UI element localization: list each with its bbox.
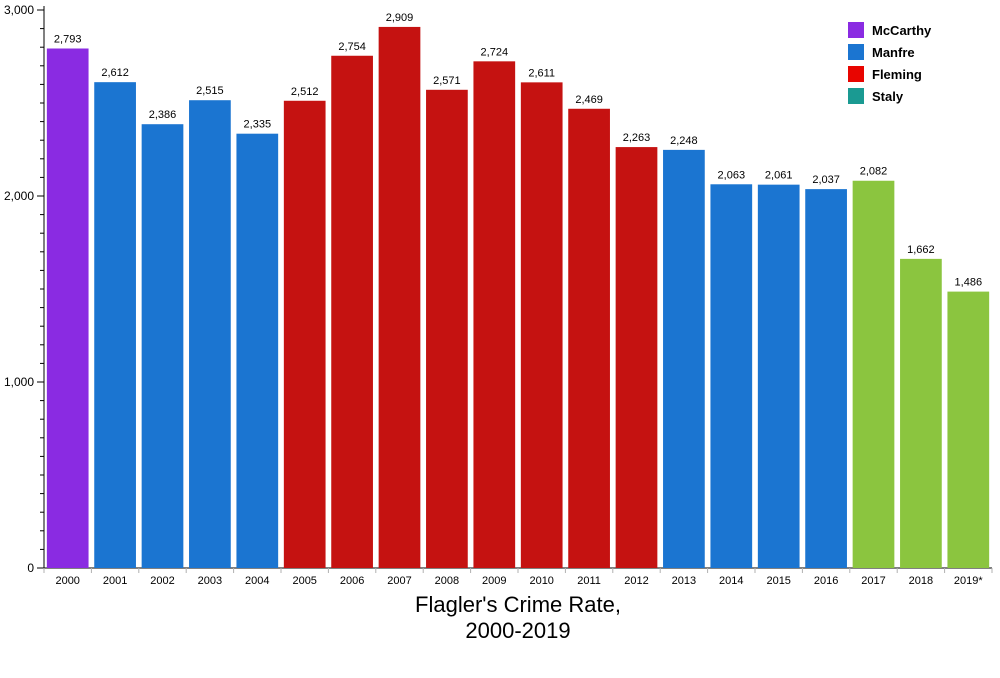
x-tick-label: 2010 <box>529 575 553 587</box>
bar-value-label: 2,037 <box>812 174 840 186</box>
y-tick-label: 2,000 <box>4 189 34 203</box>
bar-value-label: 2,611 <box>528 67 555 79</box>
bar-2007 <box>379 27 421 568</box>
bar-value-label: 2,909 <box>386 12 414 24</box>
x-tick-label: 2005 <box>292 575 316 587</box>
bar-2017 <box>853 181 895 568</box>
bar-value-label: 2,063 <box>718 169 746 181</box>
bar-value-label: 2,335 <box>244 119 272 131</box>
bar-2012 <box>616 147 658 568</box>
chart-title-line1: Flagler's Crime Rate, <box>415 592 621 617</box>
bar-value-label: 2,512 <box>291 86 319 98</box>
y-tick-label: 1,000 <box>4 375 34 389</box>
x-tick-label: 2016 <box>814 575 838 587</box>
bar-value-label: 2,571 <box>433 75 461 87</box>
bar-2011 <box>568 109 610 568</box>
bar-value-label: 2,061 <box>765 170 793 182</box>
bar-value-label: 2,612 <box>101 67 129 79</box>
x-tick-label: 2009 <box>482 575 506 587</box>
bar-2008 <box>426 90 468 568</box>
bar-value-label: 2,386 <box>149 109 177 121</box>
bar-value-label: 1,662 <box>907 244 935 256</box>
crime-rate-bar-chart: 0 1,000 2,000 3,000 2,793 2000 2,612 2001 2,386 2… <box>0 0 1000 678</box>
bar-2004 <box>236 134 278 568</box>
legend-swatch <box>848 44 864 60</box>
x-tick-label: 2015 <box>766 575 790 587</box>
x-tick-label: 2002 <box>150 575 174 587</box>
x-tick-label: 2013 <box>672 575 696 587</box>
y-tick-label: 3,000 <box>4 3 34 17</box>
bar-2014 <box>710 184 752 568</box>
y-tick-label: 0 <box>27 561 34 575</box>
x-tick-label: 2011 <box>577 575 601 587</box>
bar-2001 <box>94 82 136 568</box>
bar-2019* <box>947 292 989 568</box>
x-tick-label: 2018 <box>909 575 933 587</box>
bar-2013 <box>663 150 705 568</box>
bar-2018 <box>900 259 942 568</box>
bar-2015 <box>758 185 800 568</box>
bar-value-label: 2,469 <box>575 94 603 106</box>
chart-container: 0 1,000 2,000 3,000 2,793 2000 2,612 2001 2,386 2… <box>0 0 1000 678</box>
bar-value-label: 1,486 <box>955 277 983 289</box>
x-tick-label: 2008 <box>435 575 459 587</box>
legend-label: Manfre <box>872 45 915 60</box>
bar-2010 <box>521 82 563 568</box>
legend-label: Staly <box>872 89 904 104</box>
x-tick-label: 2007 <box>387 575 411 587</box>
legend-swatch <box>848 22 864 38</box>
x-tick-label: 2019* <box>954 575 983 587</box>
bar-2002 <box>142 124 184 568</box>
bar-2000 <box>47 49 89 568</box>
legend-swatch <box>848 66 864 82</box>
x-tick-label: 2004 <box>245 575 269 587</box>
bar-value-label: 2,793 <box>54 34 82 46</box>
legend-swatch <box>848 88 864 104</box>
x-tick-label: 2017 <box>861 575 885 587</box>
bar-value-label: 2,263 <box>623 132 651 144</box>
legend-label: Fleming <box>872 67 922 82</box>
bar-value-label: 2,724 <box>481 46 509 58</box>
bar-value-label: 2,754 <box>338 41 366 53</box>
bar-value-label: 2,515 <box>196 85 224 97</box>
x-tick-label: 2012 <box>624 575 648 587</box>
bar-value-label: 2,082 <box>860 166 888 178</box>
bar-value-label: 2,248 <box>670 135 698 147</box>
x-tick-label: 2006 <box>340 575 364 587</box>
x-tick-label: 2001 <box>103 575 127 587</box>
bar-2016 <box>805 189 847 568</box>
bar-2006 <box>331 56 373 568</box>
x-tick-label: 2014 <box>719 575 743 587</box>
chart-title-line2: 2000-2019 <box>465 618 570 643</box>
bar-2003 <box>189 100 231 568</box>
bar-2005 <box>284 101 326 568</box>
bar-2009 <box>473 61 515 568</box>
x-tick-label: 2003 <box>198 575 222 587</box>
x-tick-label: 2000 <box>55 575 79 587</box>
legend-label: McCarthy <box>872 23 932 38</box>
